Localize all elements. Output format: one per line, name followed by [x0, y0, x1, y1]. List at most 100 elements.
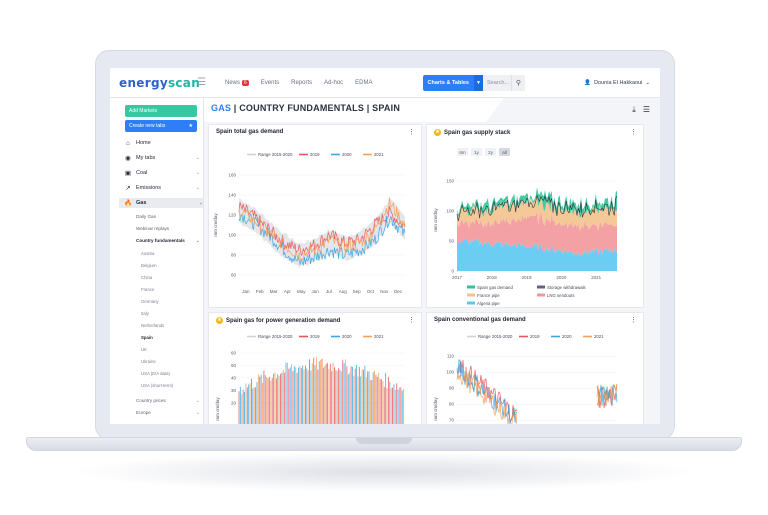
stack-area-lng-sendouts	[457, 210, 617, 257]
x-tick-label: Jun	[311, 289, 319, 294]
y-tick-label: 60	[231, 351, 237, 356]
country-uk[interactable]: UK	[141, 347, 147, 352]
nav-news[interactable]: News 6	[225, 79, 249, 86]
legend-label: Storage withdrawals	[547, 285, 586, 290]
legend-label: 2021	[594, 334, 604, 339]
chevron-down-icon[interactable]: ▼	[473, 74, 483, 91]
chart-card-power-generation: Range 2015-2020 2019 2020 2021 60 50 40 30 20 mm …	[208, 312, 422, 424]
search-icon[interactable]: ⚲	[510, 74, 525, 91]
legend-label: Range 2015-2020	[258, 152, 293, 157]
y-tick-label: 60	[231, 273, 237, 278]
sidebar-item-gas[interactable]: 🔥 Gas ⌄	[119, 198, 203, 208]
sidebar-item-label: My tabs	[136, 155, 156, 161]
create-tabs-button[interactable]: Create new tabs ★	[125, 120, 197, 132]
y-tick-label: 120	[228, 213, 236, 218]
series-line-start	[456, 368, 517, 424]
stack-area-spain-gas-demand	[457, 187, 617, 218]
more-menu-icon[interactable]: ⋮	[408, 129, 415, 136]
sidebar-item-my-tabs[interactable]: ◉ My tabs ⌄	[124, 153, 200, 163]
download-icon[interactable]: ⤓	[632, 105, 636, 114]
y-axis-label: mm cm/day	[213, 213, 218, 237]
range-button-2y	[485, 148, 496, 156]
legend-label: 2020	[562, 334, 572, 339]
x-tick-label: Feb	[256, 289, 264, 294]
more-menu-icon[interactable]: ⋮	[630, 317, 637, 324]
star-icon[interactable]: ★	[216, 317, 223, 324]
country-germany[interactable]: Germany	[141, 299, 159, 304]
laptop-base	[26, 437, 742, 451]
sidebar-item-coal[interactable]: ▣ Coal ⌄	[124, 168, 200, 178]
coal-cart-icon: ▣	[124, 170, 132, 177]
subitem-label: Country fundamentals	[136, 238, 185, 243]
legend-label: Spain gas demand	[477, 285, 513, 290]
country-belgium[interactable]: Belgium	[141, 263, 157, 268]
energyscan-logo[interactable]: energyscan	[119, 76, 200, 90]
sidebar-subitem-europe[interactable]: Europe ⌄	[136, 410, 200, 416]
chart-card-supply-stack: 6m 1y 2y all 150 100 50 0 mm cm/day 2017 2018 2019 2…	[426, 124, 644, 308]
app-screen: energyscan ☰ News 6 Events Reports Ad-hoc…	[110, 68, 660, 424]
storage-withdrawals-line	[456, 194, 618, 222]
y-tick-label: 150	[446, 179, 454, 184]
laptop-notch	[356, 438, 412, 444]
legend-swatch	[467, 301, 475, 305]
legend-swatch	[537, 293, 545, 297]
country-netherlands[interactable]: Netherlands	[141, 323, 165, 328]
x-tick-label: 2021	[591, 275, 602, 280]
top-bar: energyscan ☰ News 6 Events Reports Ad-hoc…	[110, 68, 660, 98]
country-italy[interactable]: Italy	[141, 311, 149, 316]
x-tick-label: Sep	[353, 289, 362, 294]
nav-events[interactable]: Events	[260, 79, 280, 86]
sidebar-subitem-daily-gas[interactable]: Daily Gas	[136, 214, 200, 219]
sidebar-item-emissions[interactable]: ↗ Emissions ⌄	[124, 183, 200, 193]
legend-label: 2019	[310, 334, 320, 339]
legend-label: 2020	[342, 334, 352, 339]
chevron-down-icon: ⌄	[195, 238, 200, 244]
sidebar-subitem-webinar[interactable]: Webinar replays	[136, 226, 200, 231]
add-markets-button[interactable]: Add Markets	[125, 105, 197, 117]
hamburger-icon[interactable]: ☰	[197, 77, 206, 88]
chart-card-conventional-demand: Range 2015-2020 2019 2020 2021 110 100 90 80 70 m…	[426, 312, 644, 424]
y-tick-label: 160	[228, 173, 236, 178]
sidebar-subitem-country-fundamentals[interactable]: Country fundamentals ⌄	[136, 238, 200, 244]
y-tick-label: 20	[231, 401, 237, 406]
series-line-2021	[238, 197, 406, 261]
search-input[interactable]: Search...	[482, 74, 511, 91]
x-tick-label: Oct	[367, 289, 375, 294]
nav-adhoc[interactable]: Ad-hoc	[324, 79, 344, 86]
sidebar-item-home[interactable]: ⌂ Home	[124, 138, 200, 148]
sidebar-item-label: Gas	[136, 200, 147, 206]
page-title: GAS | COUNTRY FUNDAMENTALS | SPAIN	[211, 103, 400, 113]
country-usa-short-term[interactable]: USA (short-term)	[141, 383, 174, 388]
x-tick-label: May	[297, 289, 306, 294]
y-tick-label: 70	[449, 418, 455, 423]
chart-title: Spain conventional gas demand	[434, 317, 526, 323]
flame-icon: 🔥	[124, 200, 133, 207]
x-tick-label: Apr	[284, 289, 292, 294]
y-axis-label: mm cm/day	[215, 397, 220, 421]
header-band	[204, 98, 504, 122]
nav-edma[interactable]: EDMA	[355, 79, 373, 86]
country-spain[interactable]: Spain	[141, 335, 153, 340]
country-ukraine[interactable]: Ukraine	[141, 359, 156, 364]
country-usa-eia[interactable]: USA (EIA data)	[141, 371, 170, 376]
user-menu[interactable]: 👤 Dounia El Hakkaoui ⌄	[584, 80, 650, 86]
chart-card-total-demand: Range 2015-2020 2019 2020 2021 160 140 120 100 8…	[208, 124, 422, 308]
sidebar: Add Markets Create new tabs ★ ⌂ Home ◉ My t…	[110, 98, 204, 424]
list-view-icon[interactable]: ☰	[642, 105, 650, 114]
y-tick-label: 80	[449, 402, 455, 407]
country-france[interactable]: France	[141, 287, 155, 292]
chevron-down-icon: ⌄	[645, 79, 650, 86]
power-generation-chart: Range 2015-2020 2019 2020 2021 60 50 40 30 20 mm …	[215, 334, 405, 424]
user-icon: 👤	[584, 79, 592, 86]
country-austria[interactable]: Austria	[141, 251, 155, 256]
star-icon[interactable]: ★	[434, 129, 441, 136]
legend-label: LNG sendouts	[547, 293, 574, 298]
nav-reports[interactable]: Reports	[291, 79, 313, 86]
country-china[interactable]: China	[141, 275, 153, 280]
more-menu-icon[interactable]: ⋮	[408, 317, 415, 324]
sidebar-subitem-country-prices[interactable]: Country prices ⌄	[136, 398, 200, 404]
total-demand-chart: Range 2015-2020 2019 2020 2021 160 140 120 100 8…	[213, 152, 406, 294]
subitem-label: Country prices	[136, 398, 166, 403]
more-menu-icon[interactable]: ⋮	[630, 129, 637, 136]
charts-tables-button[interactable]: Charts & Tables	[422, 74, 474, 91]
